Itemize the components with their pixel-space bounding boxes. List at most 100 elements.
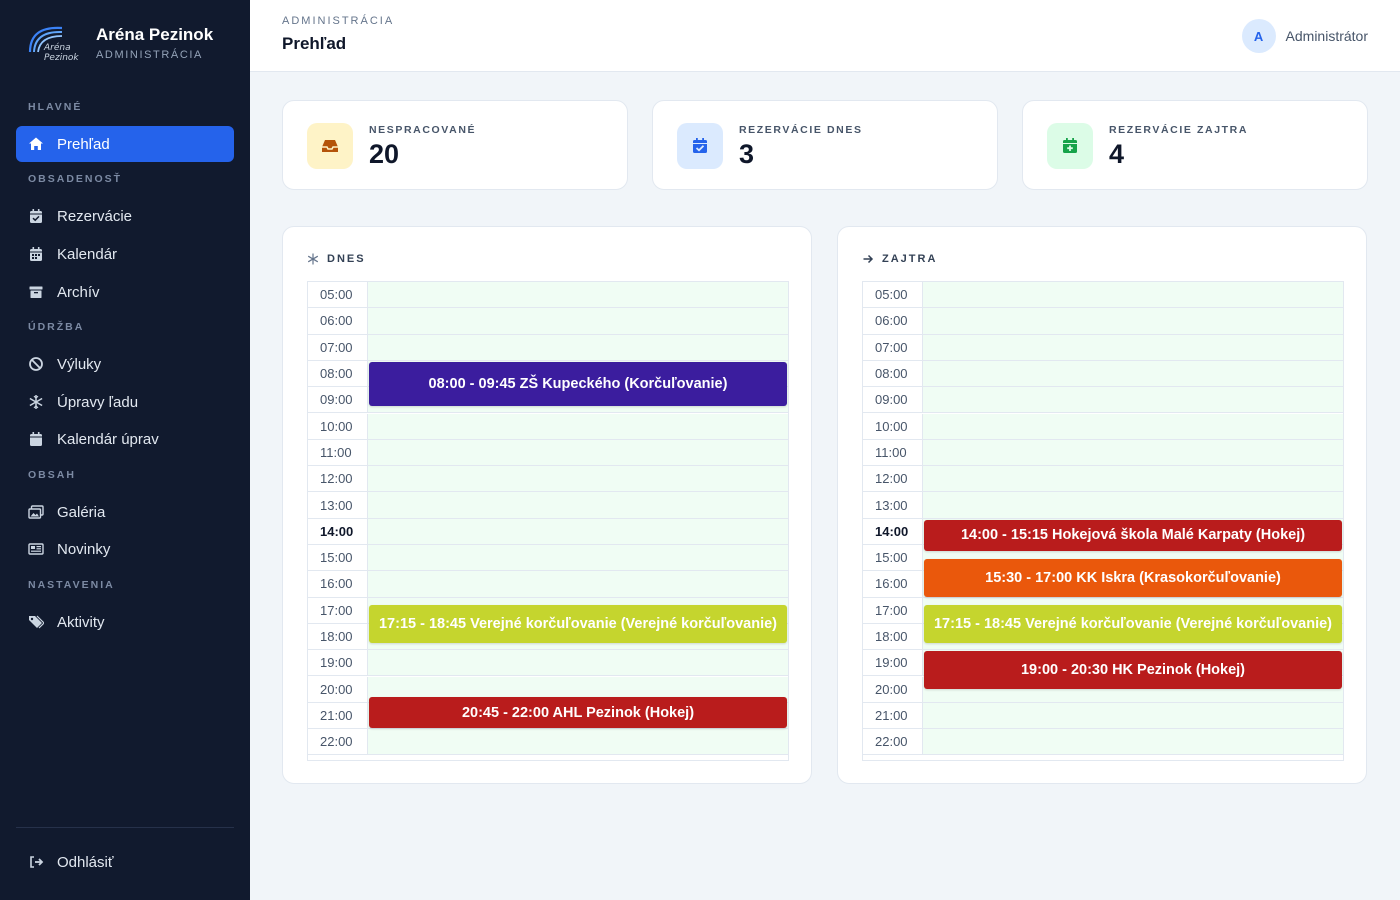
hour-slot[interactable] (923, 702, 1343, 729)
hour-slot[interactable] (368, 334, 788, 360)
stat-value: 3 (739, 139, 755, 169)
hour-slot[interactable] (923, 466, 1343, 492)
sidebar-item-label: Archív (57, 283, 100, 301)
hour-slot[interactable] (368, 308, 788, 334)
hour-label: 05:00 (863, 282, 923, 308)
hour-slot[interactable] (368, 545, 788, 571)
sidebar-item-kalendar[interactable]: Kalendár (16, 236, 234, 272)
section-label-nastavenia: NASTAVENIA (28, 579, 115, 591)
hour-label: 22:00 (863, 729, 923, 755)
home-icon (28, 136, 44, 152)
hour-row: 11:00 (308, 439, 788, 467)
sidebar-item-novinky[interactable]: Novinky (16, 531, 234, 567)
calendar-check-icon (677, 123, 723, 169)
stat-label: NESPRACOVANÉ (369, 124, 477, 136)
hour-label: 10:00 (308, 413, 368, 439)
hour-row: 22:00 (863, 729, 1343, 756)
sidebar-item-label: Kalendár (57, 245, 118, 263)
calendar-grid-icon (28, 246, 44, 262)
hour-label: 07:00 (863, 334, 923, 360)
hour-slot[interactable] (368, 282, 788, 308)
hour-row: 13:00 (308, 492, 788, 519)
hour-label: 17:00 (308, 597, 368, 623)
sidebar-item-label: Výluky (57, 355, 102, 373)
hour-row: 05:00 (308, 282, 788, 309)
arena-logo-icon: Aréna Pezinok (26, 22, 86, 64)
hour-label: 14:00 (308, 518, 368, 544)
hour-row: 06:00 (863, 308, 1343, 335)
logout-button[interactable]: Odhlásiť (16, 844, 234, 880)
hour-slot[interactable] (368, 729, 788, 755)
hour-slot[interactable] (368, 466, 788, 492)
hour-label: 06:00 (863, 308, 923, 334)
hour-slot[interactable] (368, 518, 788, 544)
hour-row: 09:00 (863, 387, 1343, 414)
sidebar-item-label: Galéria (57, 503, 106, 521)
hour-label: 20:00 (308, 676, 368, 702)
hour-slot[interactable] (923, 413, 1343, 439)
hour-row: 07:00 (308, 334, 788, 361)
hour-slot[interactable] (368, 571, 788, 597)
hour-slot[interactable] (368, 439, 788, 466)
hour-label: 21:00 (308, 702, 368, 729)
sidebar-item-galeria[interactable]: Galéria (16, 494, 234, 530)
logout-label: Odhlásiť (57, 853, 114, 871)
calendar-icon (28, 431, 44, 447)
sidebar-item-archiv[interactable]: Archív (16, 274, 234, 310)
avatar[interactable]: A (1241, 19, 1276, 53)
event-block[interactable]: 08:00 - 09:45 ZŠ Kupeckého (Korčuľovanie… (369, 361, 787, 406)
event-block[interactable]: 17:15 - 18:45 Verejné korčuľovanie (Vere… (924, 605, 1342, 643)
stat-card-rezervacie-zajtra[interactable]: REZERVÁCIE ZAJTRA 4 (1022, 100, 1368, 190)
hour-slot[interactable] (923, 387, 1343, 413)
brand-title: Aréna Pezinok (96, 25, 214, 44)
svg-text:Aréna: Aréna (43, 42, 71, 53)
breadcrumb[interactable]: ADMINISTRÁCIA (282, 15, 395, 27)
event-block[interactable]: 20:45 - 22:00 AHL Pezinok (Hokej) (369, 697, 787, 729)
event-block[interactable]: 15:30 - 17:00 KK Iskra (Krasokorčuľovani… (924, 559, 1342, 597)
stat-card-nespracovane[interactable]: NESPRACOVANÉ 20 (282, 100, 628, 190)
sidebar-item-aktivity[interactable]: Aktivity (16, 604, 234, 640)
stat-card-rezervacie-dnes[interactable]: REZERVÁCIE DNES 3 (652, 100, 998, 190)
hour-label: 06:00 (308, 308, 368, 334)
hour-label: 12:00 (863, 466, 923, 492)
hour-slot[interactable] (923, 334, 1343, 360)
hour-slot[interactable] (923, 282, 1343, 308)
calendar-plus-icon (1047, 123, 1093, 169)
hour-label: 20:00 (863, 676, 923, 702)
hour-row: 21:00 (863, 702, 1343, 730)
hour-slot[interactable] (923, 308, 1343, 334)
hour-label: 21:00 (863, 702, 923, 729)
schedule-title: ZAJTRA (862, 253, 937, 265)
hour-label: 22:00 (308, 729, 368, 755)
sidebar-item-upravy-ladu[interactable]: Úpravy ľadu (16, 384, 234, 420)
hour-slot[interactable] (923, 439, 1343, 466)
hour-slot[interactable] (923, 729, 1343, 755)
hour-label: 15:00 (308, 545, 368, 571)
hour-label: 08:00 (308, 360, 368, 387)
event-block[interactable]: 19:00 - 20:30 HK Pezinok (Hokej) (924, 651, 1342, 689)
user-name[interactable]: Administrátor (1285, 28, 1368, 44)
hour-label: 07:00 (308, 334, 368, 360)
tags-icon (28, 614, 44, 630)
sidebar-item-prehlad[interactable]: Prehľad (16, 126, 234, 162)
hour-label: 14:00 (863, 518, 923, 544)
sidebar-item-kalendar-uprav[interactable]: Kalendár úprav (16, 421, 234, 457)
user-menu[interactable]: A Administrátor (1241, 19, 1368, 53)
hour-label: 05:00 (308, 282, 368, 308)
sidebar-item-label: Aktivity (57, 613, 105, 631)
hour-slot[interactable] (923, 492, 1343, 518)
hour-row: 19:00 (308, 650, 788, 677)
brand[interactable]: Aréna Pezinok Aréna Pezinok ADMINISTRÁCI… (26, 22, 213, 64)
hour-slot[interactable] (368, 492, 788, 518)
sidebar-item-vyluky[interactable]: Výluky (16, 346, 234, 382)
hour-slot[interactable] (923, 360, 1343, 387)
event-block[interactable]: 14:00 - 15:15 Hokejová škola Malé Karpat… (924, 519, 1342, 551)
sidebar-item-rezervacie[interactable]: Rezervácie (16, 198, 234, 234)
hour-slot[interactable] (368, 650, 788, 676)
hour-label: 15:00 (863, 545, 923, 571)
hour-slot[interactable] (368, 413, 788, 439)
event-block[interactable]: 17:15 - 18:45 Verejné korčuľovanie (Vere… (369, 605, 787, 643)
schedule-panel-dnes: DNES 05:00 06:00 07:00 08:00 09:00 10:00 11:00… (282, 226, 812, 784)
hour-row: 22:00 (308, 729, 788, 756)
hour-label: 16:00 (308, 571, 368, 597)
